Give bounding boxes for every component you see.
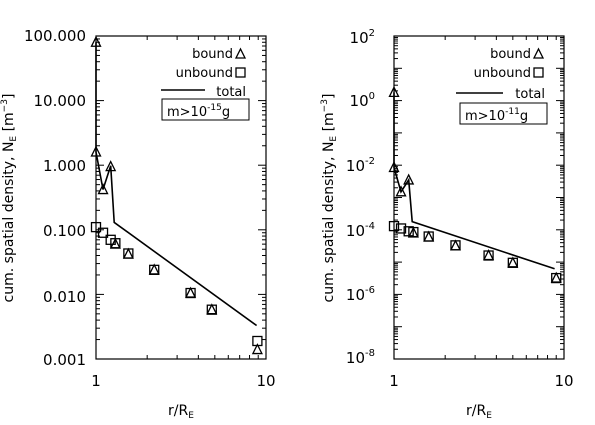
bound-point xyxy=(150,265,159,274)
right-y-axis-label: cum. spatial density, NE [m−3] xyxy=(320,94,339,303)
bound-point xyxy=(484,251,493,260)
legend-unbound-label: unbound xyxy=(176,66,233,81)
bound-point xyxy=(552,273,561,282)
left-x-tick-labels: 1 10 xyxy=(91,372,275,390)
right-plot-area xyxy=(390,36,565,359)
x-tick-label: 1 xyxy=(91,372,101,390)
bound-point xyxy=(508,258,517,267)
legend-bound-label: bound xyxy=(192,47,233,62)
right-chart: 10-8 10-6 10-4 10-2 100 102 1 10 r/RE cu… xyxy=(320,28,574,421)
left-x-axis-label: r/RE xyxy=(168,403,194,421)
bound-point xyxy=(207,305,216,314)
legend-mass-label: m>10-11g xyxy=(465,107,528,124)
legend-total-label: total xyxy=(515,87,545,102)
left-legend: bound unbound total m>10-15g xyxy=(161,47,249,120)
x-tick-label: 10 xyxy=(256,372,275,390)
left-chart: 0.001 0.010 0.100 1.000 10.000 100.000 1… xyxy=(0,27,276,421)
y-tick-label: 0.100 xyxy=(43,222,86,240)
y-tick-label: 102 xyxy=(350,28,375,47)
left-y-axis-label: cum. spatial density, NE [m−3] xyxy=(0,94,19,303)
bound-point xyxy=(186,288,195,297)
y-tick-label: 10-8 xyxy=(346,348,375,367)
y-tick-label: 10-6 xyxy=(346,285,375,304)
x-tick-label: 10 xyxy=(554,372,573,390)
legend-unbound-marker xyxy=(534,68,543,77)
y-tick-label: 100 xyxy=(350,91,375,110)
y-tick-label: 1.000 xyxy=(43,157,86,175)
right-x-axis-label: r/RE xyxy=(466,403,492,421)
y-tick-label: 0.010 xyxy=(43,288,86,306)
y-tick-label: 100.000 xyxy=(24,27,86,45)
right-x-tick-labels: 1 10 xyxy=(389,372,573,390)
legend-bound-marker xyxy=(534,49,543,58)
x-tick-label: 1 xyxy=(389,372,399,390)
bound-point xyxy=(124,249,133,258)
legend-bound-marker xyxy=(236,49,245,58)
bound-point xyxy=(451,241,460,250)
bound-point xyxy=(424,232,433,241)
legend-total-label: total xyxy=(216,85,246,100)
y-tick-label: 10-2 xyxy=(346,156,375,175)
legend-unbound-label: unbound xyxy=(474,66,531,81)
legend-mass-label: m>10-15g xyxy=(167,103,230,120)
left-y-tick-labels: 0.001 0.010 0.100 1.000 10.000 100.000 xyxy=(24,27,86,369)
right-y-tick-labels: 10-8 10-6 10-4 10-2 100 102 xyxy=(346,28,375,367)
y-tick-label: 10-4 xyxy=(346,221,375,240)
legend-unbound-marker xyxy=(236,68,245,77)
y-tick-label: 10.000 xyxy=(34,92,87,110)
right-legend: bound unbound total m>10-11g xyxy=(456,47,547,124)
y-tick-label: 0.001 xyxy=(43,351,86,369)
right-chart-frame xyxy=(394,36,564,359)
legend-bound-label: bound xyxy=(490,47,531,62)
